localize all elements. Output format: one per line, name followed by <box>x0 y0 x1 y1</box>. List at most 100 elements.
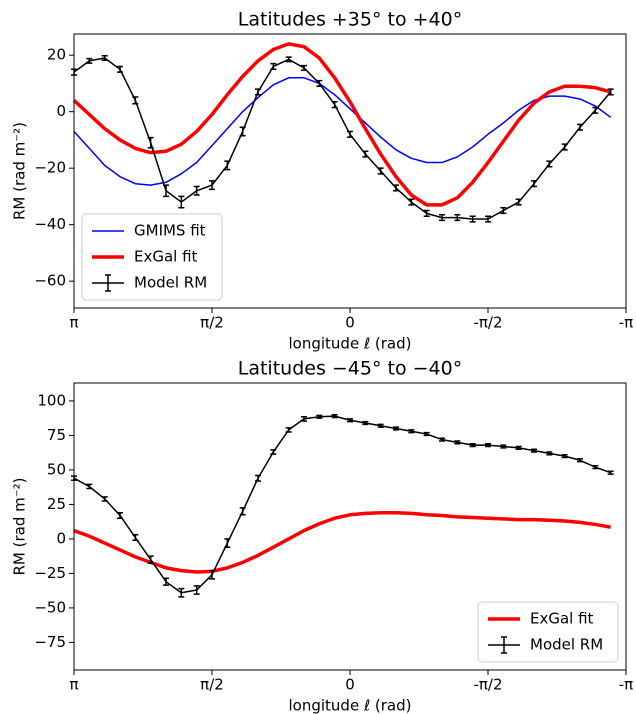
legend-label: Model RM <box>530 636 603 654</box>
error-bar <box>193 185 200 196</box>
y-tick-label: −60 <box>34 272 66 290</box>
error-bar <box>178 587 185 598</box>
x-axis-label: longitude ℓ (rad) <box>289 697 412 714</box>
error-bar <box>224 160 231 171</box>
error-bar <box>255 88 261 96</box>
error-bar <box>531 180 537 188</box>
error-bar <box>163 184 169 198</box>
y-tick-label: 75 <box>47 426 66 444</box>
legend-label: GMIMS fit <box>134 222 206 240</box>
chart-title: Latitudes −45° to −40° <box>238 358 462 380</box>
error-bar <box>224 538 231 548</box>
plot-frame <box>73 382 627 671</box>
error-bar <box>209 569 215 580</box>
error-bar <box>117 65 123 73</box>
error-bar <box>132 96 139 105</box>
y-tick-label: 0 <box>56 529 66 547</box>
error-bar <box>439 437 445 442</box>
error-bar <box>515 198 522 206</box>
error-bar <box>454 440 461 445</box>
error-bar <box>316 79 323 88</box>
series-line <box>72 42 612 207</box>
error-bar <box>347 418 353 423</box>
series-line <box>73 510 611 574</box>
y-tick-label: −25 <box>34 564 66 582</box>
error-bar <box>101 55 108 62</box>
error-bar <box>469 215 476 223</box>
plot-frame <box>73 33 627 309</box>
legend-label: Model RM <box>134 274 207 292</box>
error-bar <box>561 454 568 459</box>
error-bar <box>577 123 583 131</box>
error-bar <box>561 143 568 151</box>
x-tick-label: -π/2 <box>473 314 502 332</box>
error-bar <box>592 106 599 114</box>
error-bar <box>408 198 415 206</box>
error-bar <box>301 64 307 71</box>
x-tick-label: -π <box>619 314 633 332</box>
error-bar <box>270 62 277 71</box>
legend-errorbar <box>105 274 111 292</box>
error-bar <box>408 429 415 434</box>
error-bar <box>285 427 292 433</box>
error-bar <box>546 160 553 168</box>
y-tick-label: 100 <box>37 391 66 409</box>
error-bar <box>331 413 338 419</box>
error-bar <box>531 448 537 453</box>
error-bar <box>193 585 200 595</box>
x-tick-label: π/2 <box>200 314 224 332</box>
error-bar <box>485 442 491 448</box>
series-line <box>73 77 612 186</box>
error-bar <box>423 209 430 217</box>
x-tick-label: 0 <box>345 314 355 332</box>
error-bar <box>316 414 323 419</box>
legend-label: ExGal fit <box>134 248 198 266</box>
x-tick-label: π/2 <box>200 676 224 694</box>
error-bar <box>607 470 614 475</box>
error-bar <box>393 426 399 431</box>
y-tick-label: 20 <box>47 46 66 64</box>
error-bar <box>86 483 93 490</box>
y-tick-label: 50 <box>47 460 66 478</box>
y-tick-label: −50 <box>34 598 66 616</box>
error-bar <box>423 431 430 437</box>
error-bar <box>117 511 123 519</box>
error-bar <box>546 451 553 456</box>
error-bar <box>500 206 507 215</box>
error-bar <box>255 474 261 482</box>
error-bar <box>163 577 169 586</box>
legend-box <box>81 213 223 301</box>
y-axis-label: RM (rad m⁻²) <box>11 477 29 575</box>
error-bar <box>377 167 384 175</box>
error-bar <box>500 444 507 449</box>
error-bar <box>485 215 491 223</box>
x-tick-label: -π <box>619 676 633 694</box>
error-bar <box>239 126 246 137</box>
legend-box <box>477 601 619 663</box>
error-bar <box>515 445 522 450</box>
x-tick-label: π <box>69 676 78 694</box>
x-tick-label: -π/2 <box>473 676 502 694</box>
x-tick-label: 0 <box>345 676 355 694</box>
y-axis-label: RM (rad m⁻²) <box>11 122 29 220</box>
error-bar <box>607 88 614 96</box>
legend-label: ExGal fit <box>530 610 594 628</box>
error-bar <box>86 57 93 64</box>
error-bar <box>362 420 369 426</box>
error-bar <box>239 507 246 516</box>
error-bar <box>285 56 292 63</box>
error-bar <box>209 180 215 191</box>
series-line <box>73 57 612 220</box>
error-bar <box>347 130 353 138</box>
error-bar <box>469 442 476 448</box>
y-tick-label: −75 <box>34 633 66 651</box>
error-bar <box>454 214 461 222</box>
error-bar <box>270 449 277 455</box>
error-bar <box>439 214 445 222</box>
chart-title: Latitudes +35° to +40° <box>238 9 462 31</box>
y-tick-label: −40 <box>34 215 66 233</box>
x-axis-label: longitude ℓ (rad) <box>289 335 412 353</box>
error-bar <box>592 465 599 470</box>
legend-errorbar <box>501 636 507 654</box>
